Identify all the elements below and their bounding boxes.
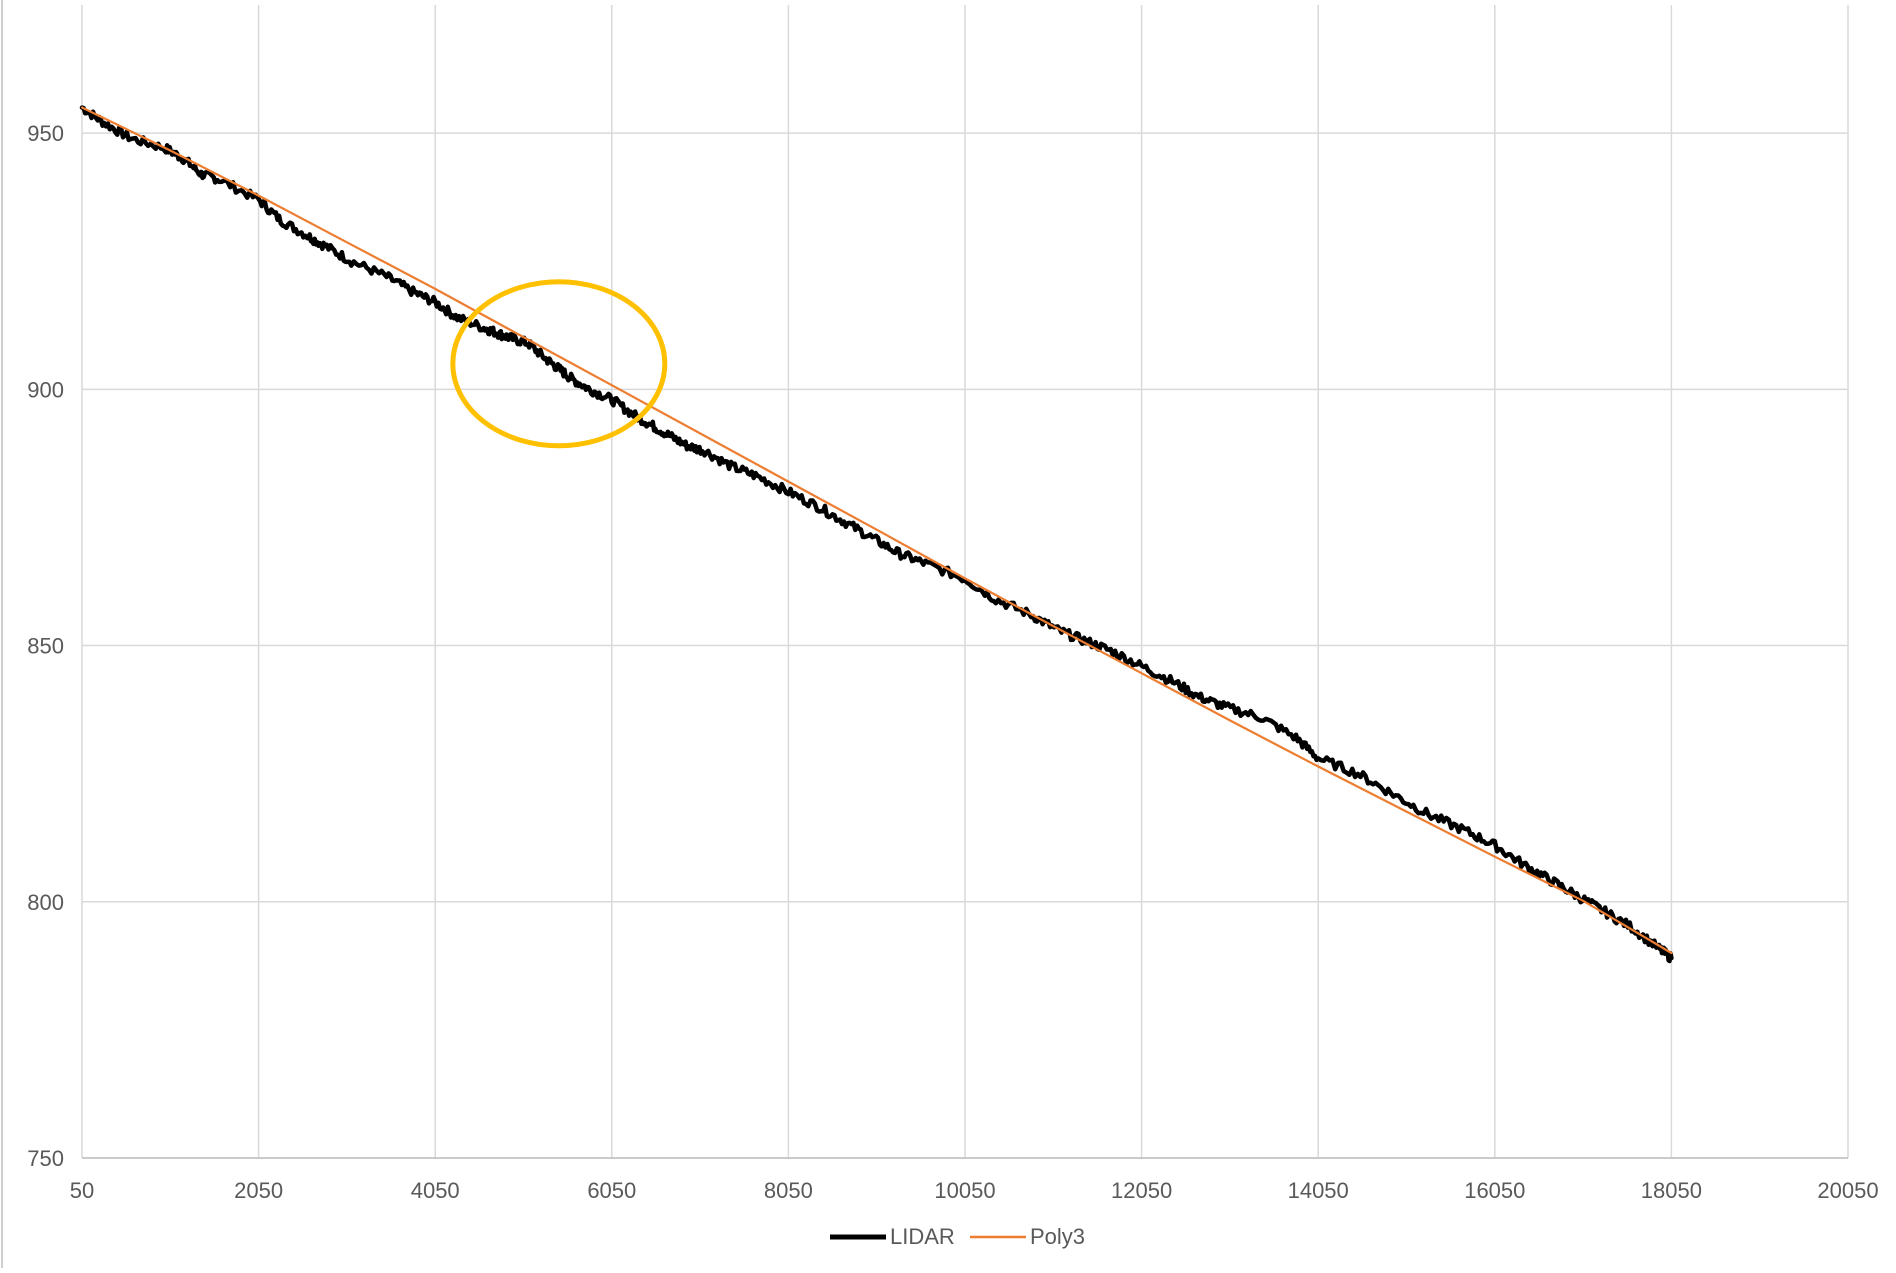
annotations xyxy=(450,279,668,449)
x-tick-label: 18050 xyxy=(1641,1178,1702,1203)
series-line-poly3 xyxy=(80,106,1673,955)
x-tick-label: 16050 xyxy=(1464,1178,1525,1203)
x-tick-label: 12050 xyxy=(1111,1178,1172,1203)
series-line-lidar xyxy=(79,105,1674,964)
y-tick-label: 950 xyxy=(27,121,64,146)
x-tick-label: 6050 xyxy=(587,1178,636,1203)
y-tick-label: 800 xyxy=(27,890,64,915)
y-tick-label: 900 xyxy=(27,377,64,402)
x-tick-label: 10050 xyxy=(934,1178,995,1203)
y-tick-label: 850 xyxy=(27,634,64,659)
x-tick-label: 14050 xyxy=(1288,1178,1349,1203)
legend-label-poly3: Poly3 xyxy=(1030,1224,1085,1249)
x-tick-label: 2050 xyxy=(234,1178,283,1203)
y-tick-label: 750 xyxy=(27,1146,64,1171)
x-tick-label: 4050 xyxy=(411,1178,460,1203)
highlight-circle xyxy=(450,279,668,449)
x-tick-label: 8050 xyxy=(764,1178,813,1203)
legend-label-lidar: LIDAR xyxy=(890,1224,955,1249)
x-tick-label: 20050 xyxy=(1817,1178,1878,1203)
legend: LIDAR Poly3 xyxy=(830,1224,1085,1249)
series-lines xyxy=(79,105,1674,964)
x-tick-label: 50 xyxy=(70,1178,94,1203)
